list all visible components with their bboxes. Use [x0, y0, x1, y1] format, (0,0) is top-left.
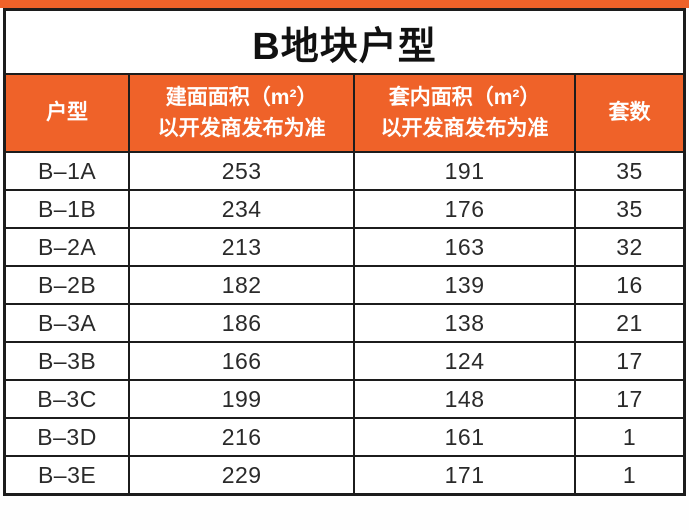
- cell-unit-type: B–3D: [3, 417, 131, 457]
- cell-inner-area: 171: [353, 455, 577, 496]
- cell-inner-area: 148: [353, 379, 577, 419]
- cell-unit-type: B–1A: [3, 151, 131, 191]
- cell-unit-type: B–3B: [3, 341, 131, 381]
- cell-unit-type: B–2A: [3, 227, 131, 267]
- cell-inner-area: 124: [353, 341, 577, 381]
- cell-gross-area: 229: [128, 455, 356, 496]
- column-header-label: 套数: [608, 101, 651, 125]
- cell-unit-count: 35: [574, 151, 686, 191]
- table-row: B–1B 234 176 35: [3, 189, 686, 229]
- cell-gross-area: 213: [128, 227, 356, 267]
- cell-unit-count: 16: [574, 265, 686, 305]
- cell-unit-type: B–3C: [3, 379, 131, 419]
- cell-unit-count: 17: [574, 341, 686, 381]
- table-row: B–3A 186 138 21: [3, 303, 686, 343]
- table-row: B–1A 253 191 35: [3, 151, 686, 191]
- column-header-gross-area: 建面面积（m²） 以开发商发布为准: [128, 73, 356, 153]
- column-header-label: 户型: [46, 101, 89, 125]
- column-header-sublabel: 以开发商发布为准: [380, 117, 549, 140]
- cell-unit-type: B–2B: [3, 265, 131, 305]
- cell-gross-area: 253: [128, 151, 356, 191]
- cell-inner-area: 176: [353, 189, 577, 229]
- cell-inner-area: 191: [353, 151, 577, 191]
- cell-unit-count: 32: [574, 227, 686, 267]
- table-row: B–3B 166 124 17: [3, 341, 686, 381]
- header-row: 户型 建面面积（m²） 以开发商发布为准 套内面积（m²） 以开发商发布为准 套…: [3, 73, 686, 153]
- cell-gross-area: 216: [128, 417, 356, 457]
- title-row: B地块户型: [3, 8, 686, 75]
- cell-gross-area: 166: [128, 341, 356, 381]
- cell-unit-count: 17: [574, 379, 686, 419]
- column-header-unit-type: 户型: [3, 73, 131, 153]
- cell-gross-area: 199: [128, 379, 356, 419]
- cell-inner-area: 139: [353, 265, 577, 305]
- cell-unit-count: 35: [574, 189, 686, 229]
- cell-unit-count: 21: [574, 303, 686, 343]
- table-row: B–2A 213 163 32: [3, 227, 686, 267]
- cell-gross-area: 234: [128, 189, 356, 229]
- cell-unit-type: B–1B: [3, 189, 131, 229]
- table-title: B地块户型: [3, 8, 686, 75]
- column-header-unit-count: 套数: [574, 73, 686, 153]
- cell-unit-type: B–3A: [3, 303, 131, 343]
- unit-types-table: B地块户型 户型 建面面积（m²） 以开发商发布为准 套内面积（m²） 以开发商…: [3, 8, 686, 496]
- cell-unit-count: 1: [574, 455, 686, 496]
- cell-inner-area: 163: [353, 227, 577, 267]
- cell-inner-area: 161: [353, 417, 577, 457]
- column-header-sublabel: 以开发商发布为准: [157, 117, 326, 140]
- top-accent-strip: [0, 0, 689, 8]
- table-row: B–3E 229 171 1: [3, 455, 686, 496]
- table-row: B–3C 199 148 17: [3, 379, 686, 419]
- cell-gross-area: 182: [128, 265, 356, 305]
- table-row: B–2B 182 139 16: [3, 265, 686, 305]
- column-header-label: 套内面积（m²）: [388, 85, 541, 109]
- cell-inner-area: 138: [353, 303, 577, 343]
- column-header-inner-area: 套内面积（m²） 以开发商发布为准: [353, 73, 577, 153]
- table-row: B–3D 216 161 1: [3, 417, 686, 457]
- cell-unit-count: 1: [574, 417, 686, 457]
- table-body: B地块户型 户型 建面面积（m²） 以开发商发布为准 套内面积（m²） 以开发商…: [3, 8, 686, 496]
- cell-gross-area: 186: [128, 303, 356, 343]
- cell-unit-type: B–3E: [3, 455, 131, 496]
- column-header-label: 建面面积（m²）: [165, 85, 318, 109]
